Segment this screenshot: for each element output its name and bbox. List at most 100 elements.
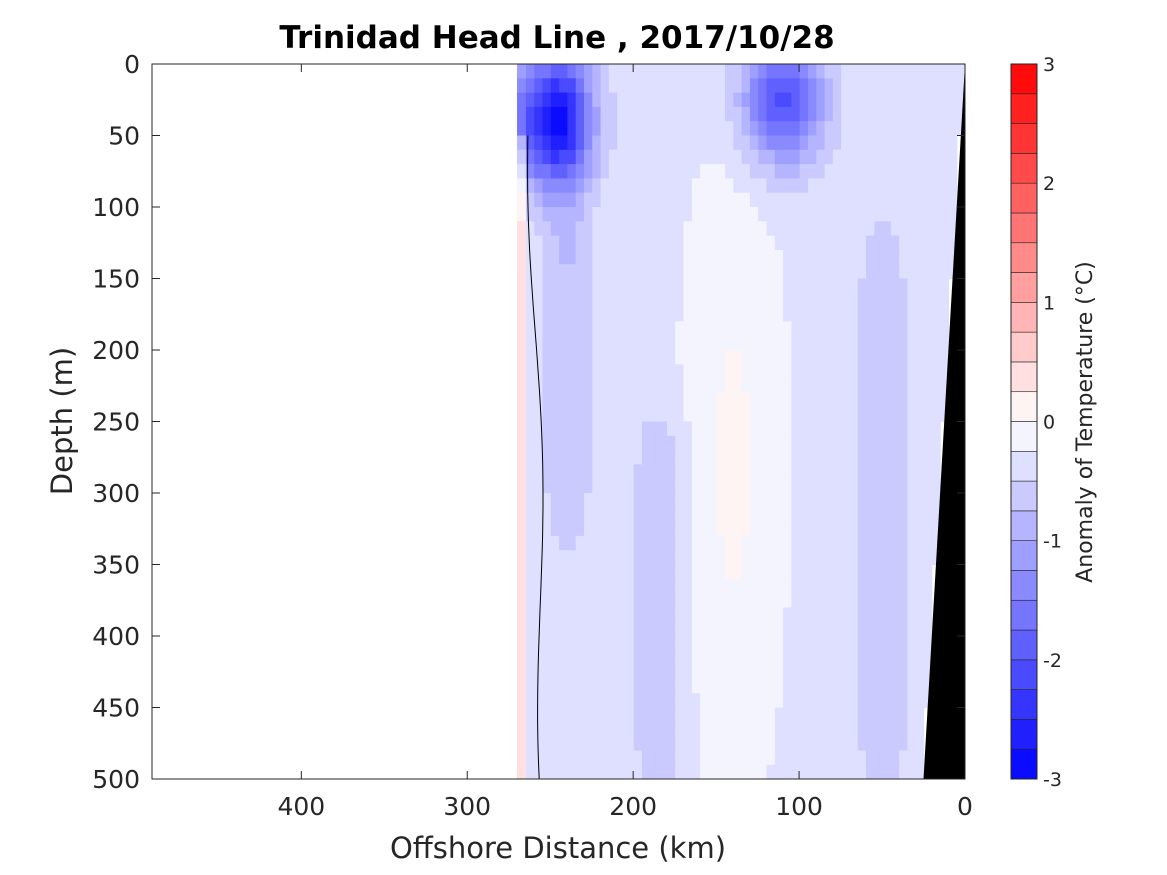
field-cell — [641, 664, 651, 680]
field-cell — [558, 292, 568, 308]
field-cell — [541, 650, 551, 666]
field-cell — [799, 106, 808, 122]
field-cell — [566, 450, 576, 465]
field-cell — [815, 507, 825, 523]
field-cell — [649, 135, 659, 151]
field-cell — [890, 135, 900, 151]
field-cell — [774, 249, 784, 265]
field-cell — [550, 350, 560, 365]
field-cell — [882, 335, 891, 351]
field-cell — [749, 149, 759, 165]
field-cell — [898, 507, 908, 523]
field-cell — [699, 264, 709, 280]
field-cell — [840, 378, 850, 394]
field-cell — [790, 221, 800, 237]
field-cell — [649, 307, 659, 322]
field-cell — [749, 493, 759, 508]
field-cell — [840, 64, 850, 79]
field-cell — [807, 249, 817, 265]
field-cell — [566, 593, 576, 608]
field-cell — [658, 164, 667, 179]
field-cell — [517, 321, 526, 337]
field-cell — [641, 607, 651, 623]
field-cell — [666, 593, 676, 608]
field-cell — [807, 550, 817, 566]
field-cell — [799, 464, 808, 480]
field-cell — [641, 78, 651, 94]
field-cell — [558, 249, 568, 265]
field-cell — [633, 249, 643, 265]
field-cell — [840, 192, 850, 208]
field-cell — [823, 607, 833, 623]
field-cell — [774, 378, 784, 394]
field-cell — [608, 736, 618, 751]
field-cell — [550, 335, 560, 351]
field-cell — [599, 135, 609, 151]
field-cell — [517, 664, 526, 680]
field-cell — [765, 664, 775, 680]
field-cell — [823, 292, 833, 308]
field-cell — [840, 292, 850, 308]
field-cell — [658, 493, 667, 508]
field-cell — [807, 78, 817, 94]
field-cell — [865, 678, 875, 694]
field-cell — [691, 578, 701, 594]
field-cell — [799, 450, 808, 465]
field-cell — [550, 421, 560, 437]
y-tick-label: 350 — [92, 551, 140, 580]
field-cell — [674, 750, 684, 766]
field-cell — [757, 321, 767, 337]
field-cell — [749, 478, 759, 494]
field-cell — [782, 392, 792, 408]
field-cell — [674, 764, 684, 779]
field-cell — [865, 121, 875, 137]
field-cell — [732, 350, 742, 365]
field-cell — [799, 149, 808, 165]
field-cell — [823, 464, 833, 480]
field-cell — [832, 650, 842, 666]
field-cell — [633, 664, 643, 680]
field-cell — [815, 192, 825, 208]
field-cell — [641, 364, 651, 380]
field-cell — [558, 92, 568, 108]
field-cell — [915, 507, 925, 523]
field-cell — [674, 593, 684, 608]
field-cell — [566, 507, 576, 523]
field-cell — [873, 507, 883, 523]
field-cell — [699, 278, 709, 294]
field-cell — [732, 92, 742, 108]
colorbar-bin — [1010, 570, 1038, 601]
field-cell — [674, 121, 684, 137]
field-cell — [749, 321, 759, 337]
field-cell — [682, 593, 692, 608]
field-cell — [940, 235, 950, 251]
field-cell — [583, 92, 593, 108]
field-cell — [890, 493, 900, 508]
field-cell — [940, 149, 950, 165]
field-cell — [608, 764, 618, 779]
field-cell — [815, 550, 825, 566]
field-cell — [716, 192, 726, 208]
field-cell — [666, 478, 676, 494]
field-cell — [840, 621, 850, 637]
field-cell — [608, 307, 618, 322]
field-cell — [591, 249, 601, 265]
field-cell — [882, 407, 891, 423]
field-cell — [707, 621, 717, 637]
field-cell — [807, 378, 817, 394]
field-cell — [931, 535, 941, 551]
field-cell — [749, 550, 759, 566]
field-cell — [517, 164, 526, 179]
field-cell — [906, 335, 916, 351]
field-cell — [882, 564, 891, 580]
field-cell — [790, 750, 800, 766]
field-cell — [599, 493, 609, 508]
field-cell — [699, 407, 709, 423]
field-cell — [699, 578, 709, 594]
field-cell — [658, 78, 667, 94]
field-cell — [550, 278, 560, 294]
field-cell — [782, 78, 792, 94]
field-cell — [558, 350, 568, 365]
field-cell — [682, 607, 692, 623]
field-cell — [707, 278, 717, 294]
